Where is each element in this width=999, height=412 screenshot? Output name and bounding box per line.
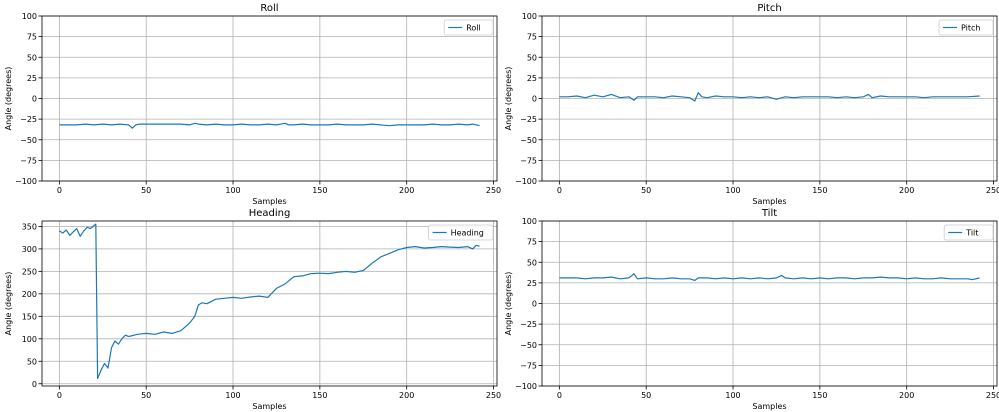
legend-box <box>943 224 994 241</box>
x-tick-label: 50 <box>641 391 651 400</box>
y-tick-label: −25 <box>520 320 537 329</box>
x-tick-label: 200 <box>899 186 914 195</box>
plot-title: Roll <box>260 3 278 14</box>
subplot-roll: 0 50 100 150 200 250 −100 −75 −50 −25 0 25 50 75 100 Ro… <box>4 3 501 206</box>
y-tick-label: 150 <box>22 312 37 321</box>
y-axis-label: Angle (degrees) <box>504 272 513 336</box>
legend-box <box>428 224 494 241</box>
x-tick-label: 250 <box>486 186 501 195</box>
x-tick-label: 150 <box>812 186 827 195</box>
y-tick-label: 250 <box>22 267 37 276</box>
y-axis-label: Angle (degrees) <box>4 272 13 336</box>
y-tick-label: 75 <box>527 33 537 42</box>
y-tick-label: −25 <box>20 115 37 124</box>
y-tick-label: −75 <box>520 361 537 370</box>
plot-title: Pitch <box>757 3 781 14</box>
x-tick-label: 50 <box>641 186 651 195</box>
series-line-pitch <box>559 92 980 102</box>
x-tick-label: 0 <box>557 186 562 195</box>
y-axis-label: Angle (degrees) <box>504 67 513 131</box>
y-tick-label: 50 <box>527 258 537 267</box>
y-tick-label: 0 <box>532 95 537 104</box>
y-tick-label: 100 <box>22 335 37 344</box>
series-line-roll <box>59 122 480 129</box>
x-tick-label: 100 <box>725 186 740 195</box>
plot-title: Tilt <box>761 208 777 219</box>
legend-box <box>938 19 994 36</box>
y-tick-label: 300 <box>22 245 37 254</box>
x-tick-label: 200 <box>899 391 914 400</box>
x-axis-label: Samples <box>252 197 286 206</box>
legend: Tilt <box>943 224 994 241</box>
y-tick-label: 25 <box>527 74 537 83</box>
legend: Roll <box>443 19 494 36</box>
legend-label: Pitch <box>961 24 980 33</box>
x-tick-label: 150 <box>312 391 327 400</box>
y-tick-label: −100 <box>15 177 37 186</box>
subplot-tilt: 0 50 100 150 200 250 −100 −75 −50 −25 0 25 50 75 100 Ti… <box>504 208 999 411</box>
x-tick-label: 0 <box>57 391 62 400</box>
legend: Heading <box>428 224 494 241</box>
axes-frame <box>41 220 498 387</box>
y-tick-label: 50 <box>527 53 537 62</box>
series-line-tilt <box>559 273 980 281</box>
x-tick-label: 0 <box>557 391 562 400</box>
y-tick-label: 25 <box>27 74 37 83</box>
y-tick-label: 75 <box>527 238 537 247</box>
y-tick-label: 50 <box>27 53 37 62</box>
x-tick-label: 250 <box>486 391 501 400</box>
plot-title: Heading <box>249 208 291 219</box>
x-tick-label: 0 <box>57 186 62 195</box>
y-tick-label: −50 <box>520 136 537 145</box>
y-tick-label: 100 <box>522 217 537 226</box>
y-tick-label: 350 <box>22 222 37 231</box>
x-tick-label: 50 <box>141 391 151 400</box>
subplot-heading: 0 50 100 150 200 250 0 50 100 150 200 250 300 350 Head… <box>4 208 501 411</box>
x-tick-label: 150 <box>812 391 827 400</box>
y-tick-label: −50 <box>20 136 37 145</box>
y-tick-label: 100 <box>522 12 537 21</box>
x-axis-label: Samples <box>252 402 286 411</box>
y-tick-label: 0 <box>532 300 537 309</box>
legend-box <box>443 19 494 36</box>
x-tick-label: 100 <box>225 186 240 195</box>
legend-label: Tilt <box>965 229 978 238</box>
y-tick-label: 0 <box>32 380 37 389</box>
x-axis-label: Samples <box>752 402 786 411</box>
y-tick-label: −75 <box>20 156 37 165</box>
x-tick-label: 50 <box>141 186 151 195</box>
y-tick-label: 200 <box>22 290 37 299</box>
y-tick-label: −50 <box>520 341 537 350</box>
subplot-pitch: 0 50 100 150 200 250 −100 −75 −50 −25 0 25 50 75 100 Pi… <box>504 3 999 206</box>
y-tick-label: 75 <box>27 33 37 42</box>
y-axis-label: Angle (degrees) <box>4 67 13 131</box>
y-tick-label: 25 <box>527 279 537 288</box>
x-tick-label: 100 <box>725 391 740 400</box>
y-tick-label: −75 <box>520 156 537 165</box>
x-axis-label: Samples <box>752 197 786 206</box>
x-tick-label: 100 <box>225 391 240 400</box>
y-tick-label: 100 <box>22 12 37 21</box>
x-tick-label: 200 <box>399 186 414 195</box>
x-tick-label: 200 <box>399 391 414 400</box>
legend-label: Heading <box>451 229 484 238</box>
series-line-heading <box>59 223 480 379</box>
x-tick-label: 250 <box>986 186 999 195</box>
legend: Pitch <box>938 19 994 36</box>
y-tick-label: −100 <box>515 382 537 391</box>
x-tick-label: 150 <box>312 186 327 195</box>
legend-label: Roll <box>466 24 481 33</box>
y-tick-label: −100 <box>515 177 537 186</box>
y-tick-label: 0 <box>32 95 37 104</box>
x-tick-label: 250 <box>986 391 999 400</box>
y-tick-label: 50 <box>27 357 37 366</box>
y-tick-label: −25 <box>520 115 537 124</box>
